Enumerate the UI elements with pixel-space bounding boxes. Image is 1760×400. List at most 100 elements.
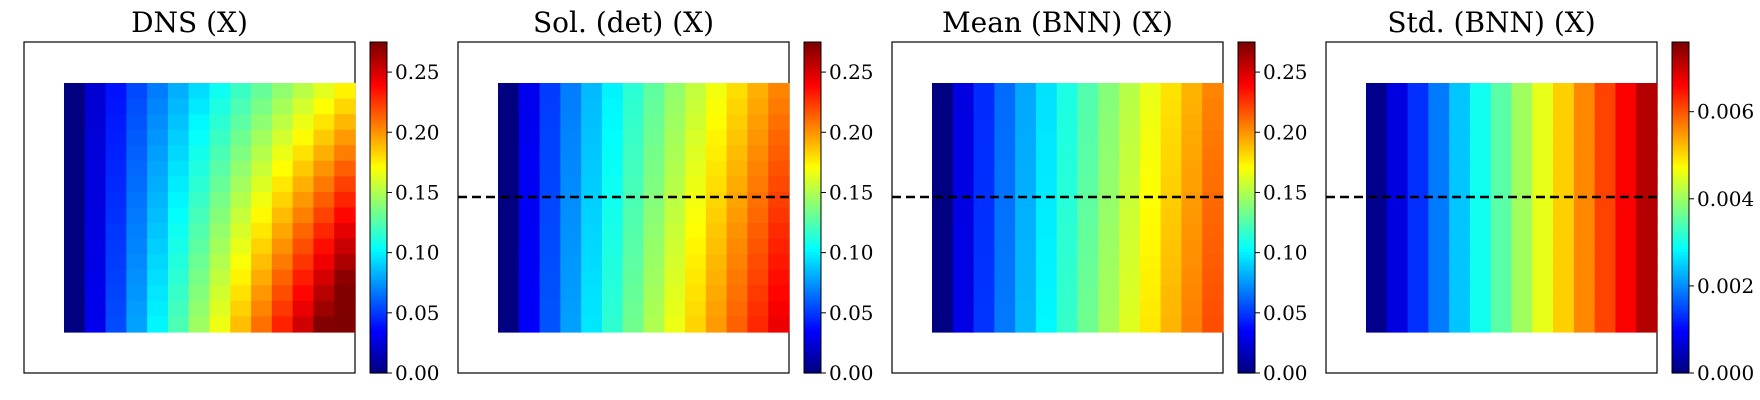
heatmap-cell	[1015, 269, 1037, 286]
colorbar-segment	[370, 141, 387, 145]
colorbar-tick-label: 0.006	[1697, 100, 1754, 124]
heatmap-cell	[1573, 114, 1596, 131]
colorbar-segment	[1238, 152, 1255, 156]
colorbar-segment	[804, 124, 821, 129]
heatmap-cell	[1594, 300, 1617, 318]
heatmap-cell	[622, 285, 645, 302]
heatmap-cell	[1386, 269, 1409, 286]
colorbar-segment	[1672, 295, 1689, 300]
heatmap-cell	[518, 98, 541, 115]
colorbar-segment	[804, 174, 821, 178]
heatmap-cell	[1139, 316, 1162, 333]
heatmap-cell	[1056, 98, 1079, 115]
heatmap-cell	[705, 129, 728, 146]
heatmap-cell	[147, 98, 169, 115]
colorbar	[1671, 41, 1690, 374]
heatmap-cell	[147, 223, 169, 240]
colorbar-segment	[804, 108, 821, 112]
heatmap-cell	[498, 191, 520, 209]
colorbar-segment	[1672, 133, 1689, 137]
heatmap-cell	[1553, 269, 1575, 286]
colorbar-segment	[370, 353, 387, 358]
colorbar-segment	[804, 179, 821, 184]
colorbar-segment	[1672, 86, 1689, 90]
heatmap-cell	[1160, 316, 1183, 333]
heatmap-cell	[1636, 254, 1658, 271]
colorbar	[1237, 41, 1256, 374]
colorbar-segment	[1672, 317, 1689, 322]
colorbar-segment	[1672, 284, 1689, 289]
heatmap-cell	[1490, 238, 1513, 255]
heatmap-cell	[271, 207, 294, 224]
heatmap-cell	[1511, 191, 1533, 209]
colorbar-segment	[1238, 86, 1255, 90]
heatmap-cell	[1077, 160, 1099, 177]
heatmap-cell	[726, 129, 749, 146]
heatmap-cell	[1139, 129, 1162, 146]
colorbar-segment	[804, 356, 821, 360]
heatmap-cell	[271, 160, 294, 177]
heatmap-cell	[747, 160, 769, 177]
heatmap-cell	[994, 223, 1016, 240]
heatmap-cell	[1160, 160, 1183, 177]
heatmap-cell	[64, 160, 86, 177]
heatmap-cell	[292, 207, 315, 224]
colorbar-segment	[1238, 141, 1255, 145]
heatmap-cell	[664, 160, 686, 177]
heatmap-cell	[1428, 191, 1450, 209]
heatmap-cell	[498, 285, 520, 302]
heatmap-cell	[1407, 223, 1429, 240]
colorbar-segment	[1672, 334, 1689, 338]
colorbar-segment	[1238, 61, 1255, 65]
heatmap-cell	[64, 207, 86, 224]
heatmap-cell	[1202, 83, 1224, 100]
heatmap-cell	[167, 269, 190, 286]
colorbar-segment	[370, 229, 387, 233]
heatmap-cell	[664, 129, 686, 146]
heatmap-cell	[664, 223, 686, 240]
colorbar-segment	[1672, 102, 1689, 107]
heatmap-cell	[952, 285, 975, 302]
colorbar-segment	[804, 326, 821, 330]
colorbar-segment	[1672, 273, 1689, 278]
heatmap-cell	[334, 207, 356, 224]
colorbar-segment	[1672, 213, 1689, 217]
colorbar-segment	[1238, 58, 1255, 62]
colorbar-segment	[1672, 121, 1689, 126]
colorbar-segment	[804, 290, 821, 294]
heatmap-cell	[313, 83, 335, 100]
heatmap-cell	[994, 300, 1016, 318]
colorbar-segment	[370, 370, 387, 374]
heatmap-cell	[622, 83, 645, 100]
heatmap-cell	[498, 160, 520, 177]
colorbar-segment	[804, 315, 821, 319]
heatmap-cell	[726, 300, 749, 318]
heatmap-cell	[932, 98, 954, 115]
heatmap-cell	[1035, 160, 1058, 177]
heatmap-cell	[1594, 129, 1617, 146]
heatmap-cell	[685, 269, 707, 286]
heatmap-cell	[1636, 207, 1658, 224]
colorbar-segment	[370, 315, 387, 319]
heatmap-cell	[1407, 98, 1429, 115]
colorbar-segment	[1672, 83, 1689, 87]
heatmap-cell	[1532, 129, 1554, 146]
heatmap-cell	[230, 238, 252, 255]
heatmap-cell	[1098, 238, 1120, 255]
heatmap-cell	[147, 160, 169, 177]
colorbar-segment	[1672, 361, 1689, 366]
colorbar-segment	[804, 177, 821, 181]
heatmap-cell	[1573, 98, 1596, 115]
heatmap-cell	[1366, 254, 1388, 271]
heatmap-cell	[1490, 285, 1513, 302]
heatmap-cell	[1160, 285, 1183, 302]
colorbar-segment	[1238, 127, 1255, 131]
colorbar-segment	[1238, 188, 1255, 192]
colorbar-segment	[804, 337, 821, 341]
colorbar-segment	[804, 155, 821, 159]
colorbar-segment	[1238, 44, 1255, 49]
heatmap-cell	[313, 269, 335, 286]
colorbar-segment	[1672, 276, 1689, 280]
heatmap-cell	[167, 316, 190, 333]
heatmap-cell	[167, 285, 190, 302]
